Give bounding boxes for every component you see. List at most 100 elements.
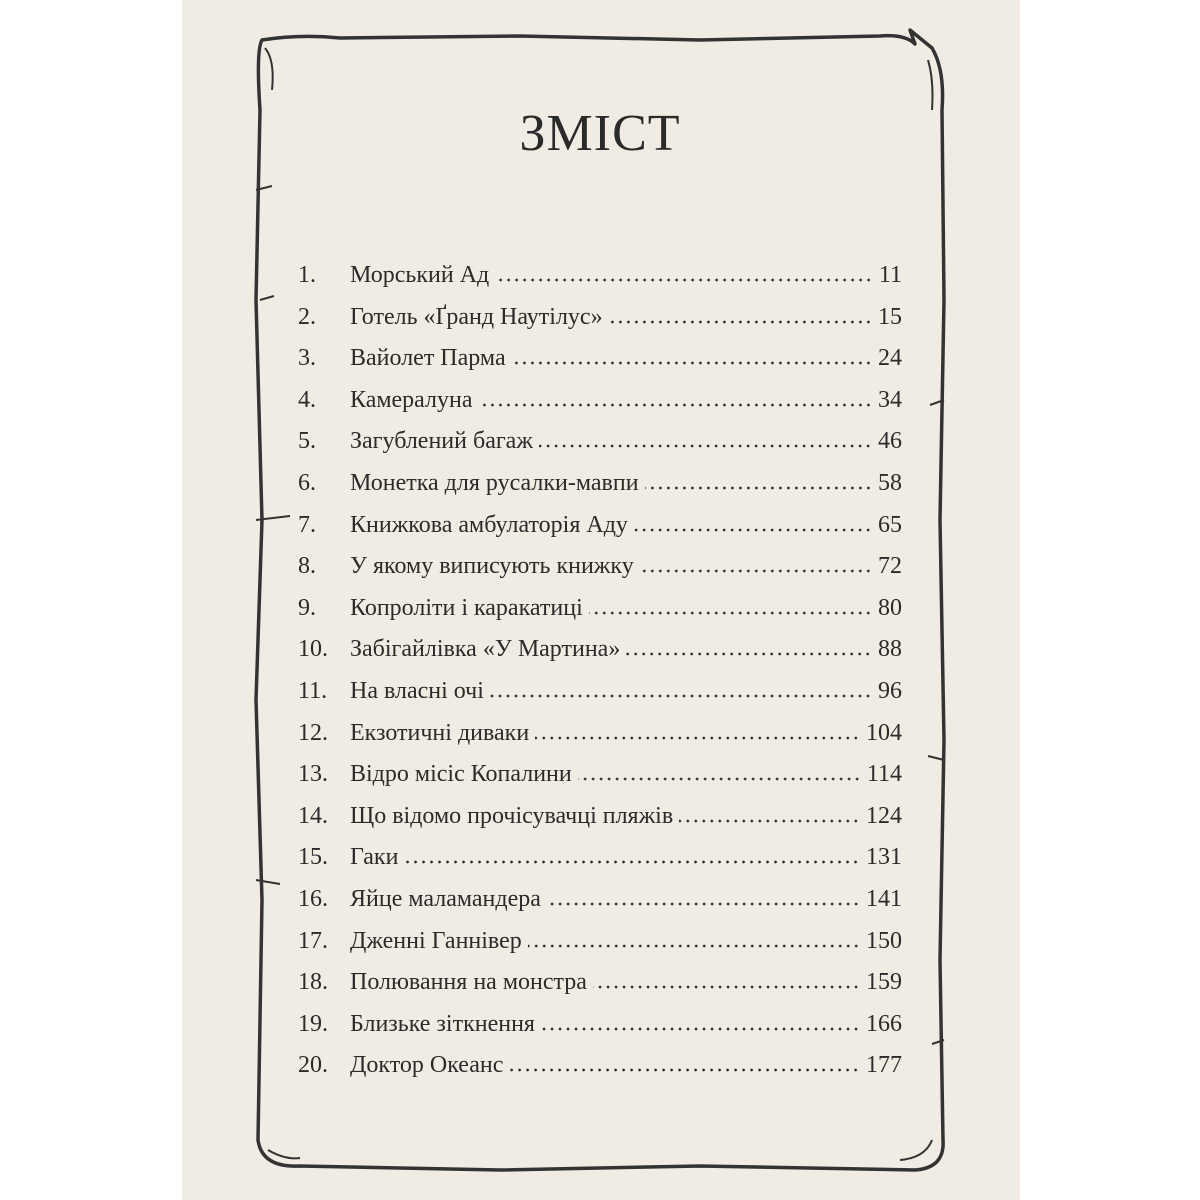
- dot-leader: [540, 1026, 860, 1031]
- chapter-title: Екзотичні диваки: [350, 719, 530, 746]
- chapter-number: 18.: [298, 969, 328, 996]
- toc-entry: 19. Близьке зіткнення 166: [298, 1011, 902, 1053]
- chapter-number: 2.: [298, 303, 316, 330]
- chapter-number: 3.: [298, 345, 316, 372]
- chapter-number: 4.: [298, 386, 316, 413]
- page-number: 34: [878, 386, 902, 413]
- dot-leader: [511, 361, 872, 366]
- page-number: 150: [866, 927, 902, 954]
- chapter-title: Що відомо прочісувачці пляжів: [350, 802, 674, 829]
- dot-leader: [495, 278, 873, 282]
- toc-entry: 3. Вайолет Парма 24: [298, 345, 902, 387]
- chapter-number: 13.: [298, 761, 328, 788]
- dot-leader: [535, 735, 860, 740]
- page-number: 177: [866, 1052, 902, 1079]
- chapter-title: Копроліти і каракатиці: [350, 594, 583, 621]
- dot-leader: [489, 693, 872, 698]
- chapter-title: Дженні Ганнівер: [350, 927, 522, 954]
- page-number: 166: [866, 1010, 902, 1037]
- toc-entry: 20. Доктор Океанс 177: [298, 1052, 902, 1094]
- page-number: 124: [866, 802, 902, 829]
- page-number: 131: [866, 844, 902, 871]
- page-number: 141: [866, 885, 902, 912]
- table-of-contents: 1. Морський Ад 11 2. Готель «Ґранд Наутілус»…: [298, 262, 902, 1094]
- toc-entry: 5. Загублений багаж 46: [298, 428, 902, 470]
- chapter-title: Книжкова амбулаторія Аду: [350, 511, 628, 538]
- page-number: 88: [878, 636, 902, 663]
- chapter-number: 7.: [298, 511, 316, 538]
- page-number: 159: [866, 969, 902, 996]
- toc-entry: 12. Екзотичні диваки 104: [298, 720, 902, 762]
- dot-leader: [478, 402, 872, 407]
- dot-leader: [633, 527, 872, 532]
- chapter-title: Камералуна: [350, 386, 473, 413]
- chapter-number: 10.: [298, 636, 328, 663]
- dot-leader: [679, 818, 860, 823]
- chapter-title: Вайолет Парма: [350, 345, 506, 372]
- chapter-title: Гаки: [350, 844, 399, 871]
- dot-leader: [592, 985, 860, 990]
- chapter-number: 19.: [298, 1010, 328, 1037]
- dot-leader: [538, 444, 872, 449]
- chapter-title: Доктор Океанс: [350, 1052, 504, 1079]
- chapter-title: Морський Ад: [350, 262, 490, 288]
- dot-leader: [626, 652, 872, 657]
- dot-leader: [639, 569, 872, 574]
- chapter-number: 17.: [298, 927, 328, 954]
- page-number: 114: [866, 761, 902, 788]
- toc-entry: 1. Морський Ад 11: [298, 262, 902, 304]
- page-number: 72: [878, 553, 902, 580]
- book-page: [182, 0, 1020, 1200]
- dot-leader: [577, 777, 861, 782]
- chapter-number: 9.: [298, 594, 316, 621]
- dot-leader: [404, 860, 860, 865]
- page-number: 104: [866, 719, 902, 746]
- toc-entry: 17. Дженні Ганнівер 150: [298, 928, 902, 970]
- toc-entry: 2. Готель «Ґранд Наутілус» 15: [298, 304, 902, 346]
- chapter-title: Готель «Ґранд Наутілус»: [350, 303, 603, 330]
- chapter-number: 16.: [298, 885, 328, 912]
- page-title: ЗМІСТ: [519, 105, 681, 162]
- page-number: 11: [878, 262, 902, 288]
- chapter-number: 5.: [298, 428, 316, 455]
- page-number: 58: [878, 469, 902, 496]
- chapter-title: На власні очі: [350, 677, 484, 704]
- dot-leader: [608, 319, 872, 324]
- toc-entry: 8. У якому виписують книжку 72: [298, 553, 902, 595]
- page-number: 46: [878, 428, 902, 455]
- page-number: 80: [878, 594, 902, 621]
- chapter-number: 6.: [298, 469, 316, 496]
- toc-entry: 4. Камералуна 34: [298, 387, 902, 429]
- chapter-title: Близьке зіткнення: [350, 1010, 535, 1037]
- toc-entry: 15. Гаки 131: [298, 844, 902, 886]
- chapter-title: Забігайлівка «У Мартина»: [350, 636, 621, 663]
- page-number: 65: [878, 511, 902, 538]
- chapter-title: Монетка для русалки-мавпи: [350, 469, 639, 496]
- toc-entry: 11. На власні очі 96: [298, 678, 902, 720]
- toc-entry: 14. Що відомо прочісувачці пляжів 124: [298, 803, 902, 845]
- toc-entry: 10. Забігайлівка «У Мартина» 88: [298, 636, 902, 678]
- chapter-title: Полювання на монстра: [350, 969, 587, 996]
- dot-leader: [588, 610, 872, 615]
- chapter-number: 15.: [298, 844, 328, 871]
- chapter-number: 8.: [298, 553, 316, 580]
- chapter-title: Яйце маламандера: [350, 885, 541, 912]
- chapter-number: 1.: [298, 262, 316, 288]
- toc-entry: 13. Відро місіс Копалини 114: [298, 761, 902, 803]
- chapter-number: 11.: [298, 677, 328, 704]
- page-number: 24: [878, 345, 902, 372]
- chapter-number: 12.: [298, 719, 328, 746]
- chapter-number: 20.: [298, 1052, 328, 1079]
- dot-leader: [546, 901, 860, 906]
- chapter-title: Відро місіс Копалини: [350, 761, 572, 788]
- dot-leader: [509, 1068, 860, 1073]
- chapter-title: У якому виписують книжку: [350, 553, 634, 580]
- chapter-title: Загублений багаж: [350, 428, 533, 455]
- toc-entry: 16. Яйце маламандера 141: [298, 886, 902, 928]
- dot-leader: [644, 485, 872, 490]
- toc-entry: 9. Копроліти і каракатиці 80: [298, 595, 902, 637]
- dot-leader: [527, 943, 860, 948]
- toc-entry: 7. Книжкова амбулаторія Аду 65: [298, 512, 902, 554]
- toc-entry: 18. Полювання на монстра 159: [298, 969, 902, 1011]
